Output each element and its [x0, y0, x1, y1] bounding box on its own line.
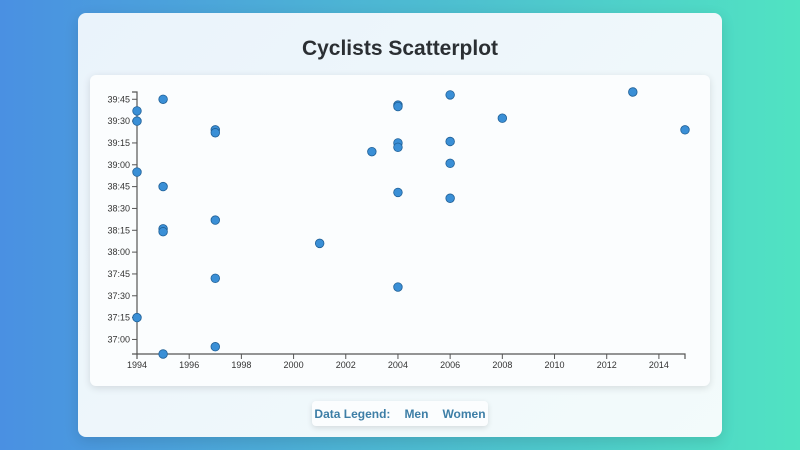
scatterplot: 37:00 37:15 37:30 37:45 38:00 38:15 38:30 38:45…	[107, 87, 690, 370]
page-title: Cyclists Scatterplot	[301, 37, 499, 60]
y-tick-label: 37:30	[107, 291, 130, 301]
data-point[interactable]	[132, 106, 142, 116]
data-point[interactable]	[680, 125, 690, 135]
data-point[interactable]	[628, 87, 638, 97]
x-tick-label: 2014	[649, 360, 669, 370]
data-point[interactable]	[367, 146, 377, 157]
data-point[interactable]	[445, 193, 455, 203]
data-point[interactable]	[132, 116, 142, 126]
x-tick-label: 1996	[179, 360, 199, 370]
y-tick-label: 37:45	[107, 269, 130, 279]
data-point[interactable]	[210, 215, 220, 225]
x-axis: 1994 1996 1998 2000 2002 2004 2006 2008 2010 2012…	[127, 353, 686, 370]
data-point[interactable]	[210, 273, 220, 284]
y-tick-label: 38:15	[107, 225, 130, 235]
y-tick-label: 37:00	[107, 334, 130, 344]
x-tick-label: 2004	[388, 360, 408, 370]
data-point[interactable]	[210, 342, 220, 352]
y-axis: 37:00 37:15 37:30 37:45 38:00 38:15 38:30 38:45…	[107, 91, 138, 355]
chart-panel: 37:00 37:15 37:30 37:45 38:00 38:15 38:30 38:45…	[90, 75, 710, 386]
y-tick-label: 38:30	[107, 203, 130, 213]
y-tick-label: 39:00	[107, 160, 130, 170]
y-tick-label: 39:15	[107, 138, 130, 148]
legend-item-women[interactable]: Women	[442, 406, 486, 421]
data-point[interactable]	[210, 128, 220, 138]
y-tick-label: 38:45	[107, 182, 130, 192]
legend-item-men[interactable]: Men	[404, 406, 429, 421]
x-tick-label: 1994	[127, 360, 147, 370]
x-tick-label: 1998	[231, 360, 251, 370]
data-point[interactable]	[393, 142, 403, 153]
x-tick-label: 2008	[492, 360, 512, 370]
x-tick-label: 2000	[284, 360, 304, 370]
y-tick-label: 38:00	[107, 247, 130, 257]
y-tick-label: 39:45	[107, 94, 130, 104]
data-point[interactable]	[158, 181, 168, 192]
legend-label: Data Legend:	[314, 406, 391, 421]
data-point[interactable]	[158, 349, 168, 359]
x-tick-label: 2010	[545, 360, 565, 370]
data-point[interactable]	[393, 101, 403, 112]
data-point[interactable]	[497, 113, 508, 123]
data-point[interactable]	[393, 282, 403, 292]
data-point[interactable]	[445, 158, 455, 169]
legend: Data Legend: Men Women	[312, 401, 488, 426]
data-point[interactable]	[393, 187, 403, 198]
data-point[interactable]	[158, 94, 168, 104]
x-tick-label: 2002	[336, 360, 356, 370]
x-tick-label: 2012	[597, 360, 617, 370]
y-tick-label: 39:30	[107, 116, 130, 126]
data-point[interactable]	[445, 136, 455, 147]
data-points	[132, 87, 690, 359]
data-point[interactable]	[158, 227, 168, 237]
chart-card: Cyclists Scatterplot 37:00 37:15 37:30 37:4…	[78, 13, 722, 437]
data-point[interactable]	[445, 90, 455, 100]
data-point[interactable]	[314, 238, 325, 249]
x-tick-label: 2006	[440, 360, 460, 370]
data-point[interactable]	[132, 167, 142, 177]
data-point[interactable]	[132, 312, 142, 323]
y-tick-label: 37:15	[107, 313, 130, 323]
